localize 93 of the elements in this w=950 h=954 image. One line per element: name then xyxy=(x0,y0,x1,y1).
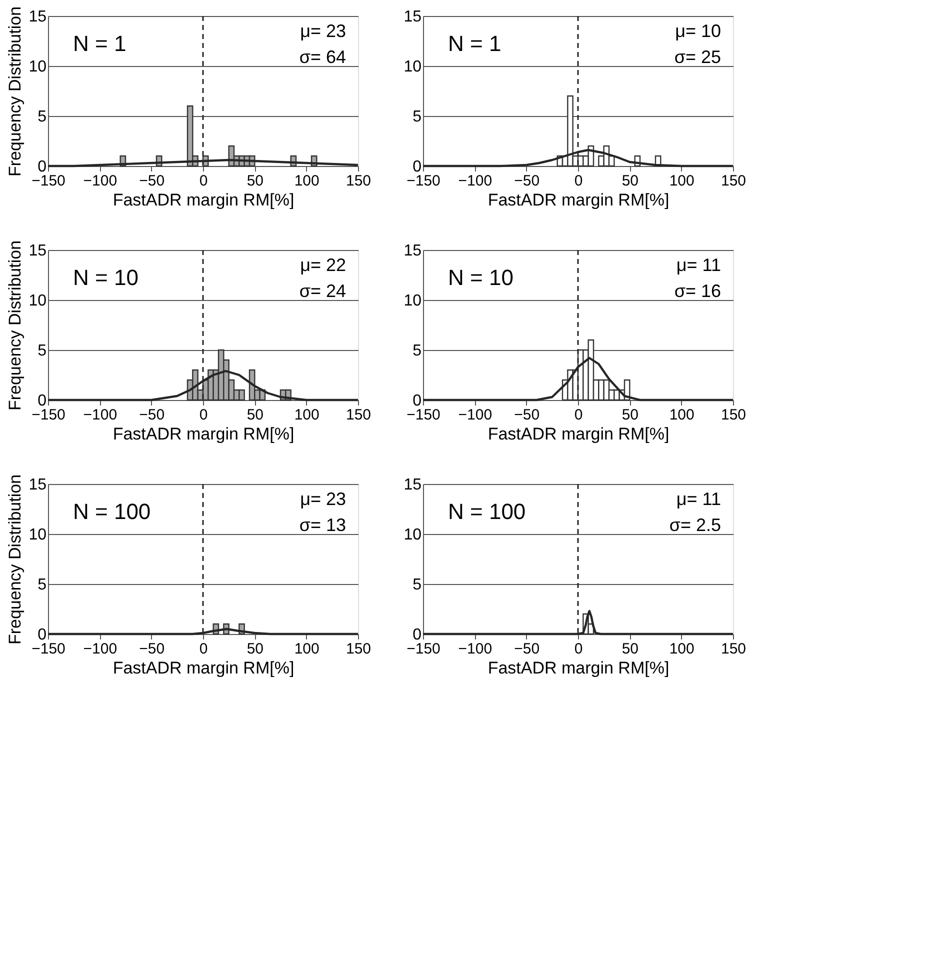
annotation: μ= 11 xyxy=(676,255,721,275)
y-axis-title: Frequency Distribution xyxy=(6,474,25,645)
y-tick-label: 0 xyxy=(38,392,47,410)
x-tick-label: 150 xyxy=(720,406,746,424)
annotation: μ= 22 xyxy=(300,255,346,275)
annotation: σ= 25 xyxy=(674,47,721,67)
x-tick-label: −100 xyxy=(83,172,118,190)
y-tick-label: 0 xyxy=(38,626,47,644)
y-axis-title: Frequency Distribution xyxy=(6,6,25,177)
x-tick-label: −50 xyxy=(139,406,165,424)
annotation: N = 1 xyxy=(73,31,126,56)
y-tick-label: 5 xyxy=(412,342,422,360)
y-tick-label: 0 xyxy=(412,626,422,644)
x-tick-label: 100 xyxy=(669,172,694,190)
y-tick-label: 5 xyxy=(412,108,422,126)
y-tick-label: 0 xyxy=(412,158,422,176)
x-tick-label: 0 xyxy=(199,406,208,424)
y-tick-label: 10 xyxy=(404,292,422,310)
annotation: N = 100 xyxy=(448,499,526,524)
y-tick-label: 0 xyxy=(38,158,47,176)
annotation: σ= 64 xyxy=(299,47,346,67)
annotation: σ= 16 xyxy=(674,281,721,301)
y-tick-label: 15 xyxy=(28,8,47,26)
y-tick-label: 10 xyxy=(28,526,47,544)
x-tick-label: 150 xyxy=(720,172,746,190)
annotation: N = 10 xyxy=(448,265,514,290)
x-tick-label: 50 xyxy=(622,640,639,658)
x-tick-label: 100 xyxy=(294,172,320,190)
y-tick-label: 10 xyxy=(404,58,422,76)
y-tick-label: 15 xyxy=(28,476,47,494)
y-tick-label: 10 xyxy=(28,292,47,310)
annotation: σ= 2.5 xyxy=(669,515,721,535)
x-tick-label: 150 xyxy=(720,640,746,658)
x-tick-label: −150 xyxy=(32,172,66,190)
x-tick-label: 0 xyxy=(199,172,208,190)
x-tick-label: 0 xyxy=(199,640,208,658)
annotation: μ= 11 xyxy=(676,489,721,509)
y-tick-label: 5 xyxy=(38,108,47,126)
x-tick-label: 100 xyxy=(669,406,694,424)
x-axis-title: FastADR margin RM[%] xyxy=(488,190,670,210)
x-tick-label: 100 xyxy=(669,640,694,658)
x-tick-label: −150 xyxy=(406,172,440,190)
annotation: μ= 23 xyxy=(300,21,346,41)
x-tick-label: 50 xyxy=(246,640,264,658)
annotation: μ= 23 xyxy=(300,489,346,509)
x-tick-label: 0 xyxy=(574,640,583,658)
x-tick-label: 100 xyxy=(294,406,320,424)
y-tick-label: 10 xyxy=(404,526,422,544)
y-tick-label: 5 xyxy=(38,342,47,360)
y-tick-label: 10 xyxy=(28,58,47,76)
y-tick-label: 5 xyxy=(412,576,422,594)
x-tick-label: −100 xyxy=(83,640,118,658)
x-tick-label: −150 xyxy=(32,640,66,658)
x-tick-label: 100 xyxy=(294,640,320,658)
annotation: σ= 13 xyxy=(299,515,346,535)
y-axis-title: Frequency Distribution xyxy=(6,240,25,411)
x-tick-label: −100 xyxy=(458,406,492,424)
x-tick-label: −50 xyxy=(514,640,540,658)
x-tick-label: −50 xyxy=(139,172,165,190)
x-tick-label: 0 xyxy=(574,406,583,424)
x-axis-title: FastADR margin RM[%] xyxy=(488,658,670,678)
x-tick-label: 0 xyxy=(574,172,583,190)
x-tick-label: 50 xyxy=(622,172,639,190)
x-axis-title: FastADR margin RM[%] xyxy=(112,658,294,678)
x-tick-label: 150 xyxy=(346,640,372,658)
x-tick-label: −100 xyxy=(458,172,492,190)
annotation: N = 100 xyxy=(73,499,151,524)
y-tick-label: 15 xyxy=(404,8,422,26)
x-tick-label: −100 xyxy=(458,640,492,658)
x-tick-label: −50 xyxy=(139,640,165,658)
x-tick-label: 150 xyxy=(346,172,372,190)
annotation: σ= 24 xyxy=(299,281,346,301)
x-tick-label: −150 xyxy=(406,406,440,424)
annotation: N = 10 xyxy=(73,265,138,290)
x-axis-title: FastADR margin RM[%] xyxy=(112,190,294,210)
x-tick-label: −150 xyxy=(406,640,440,658)
x-tick-label: −50 xyxy=(514,406,540,424)
x-tick-label: 50 xyxy=(246,406,264,424)
annotation: μ= 10 xyxy=(675,21,721,41)
annotation: N = 1 xyxy=(448,31,502,56)
x-tick-label: −100 xyxy=(83,406,118,424)
y-tick-label: 15 xyxy=(28,242,47,260)
x-tick-label: 50 xyxy=(622,406,639,424)
x-axis-title: FastADR margin RM[%] xyxy=(112,424,294,444)
x-tick-label: −150 xyxy=(32,406,66,424)
x-tick-label: 50 xyxy=(246,172,264,190)
x-tick-label: 150 xyxy=(346,406,372,424)
y-tick-label: 0 xyxy=(412,392,422,410)
y-tick-label: 5 xyxy=(38,576,47,594)
y-tick-label: 15 xyxy=(404,476,422,494)
x-axis-title: FastADR margin RM[%] xyxy=(488,424,670,444)
x-tick-label: −50 xyxy=(514,172,540,190)
y-tick-label: 15 xyxy=(404,242,422,260)
